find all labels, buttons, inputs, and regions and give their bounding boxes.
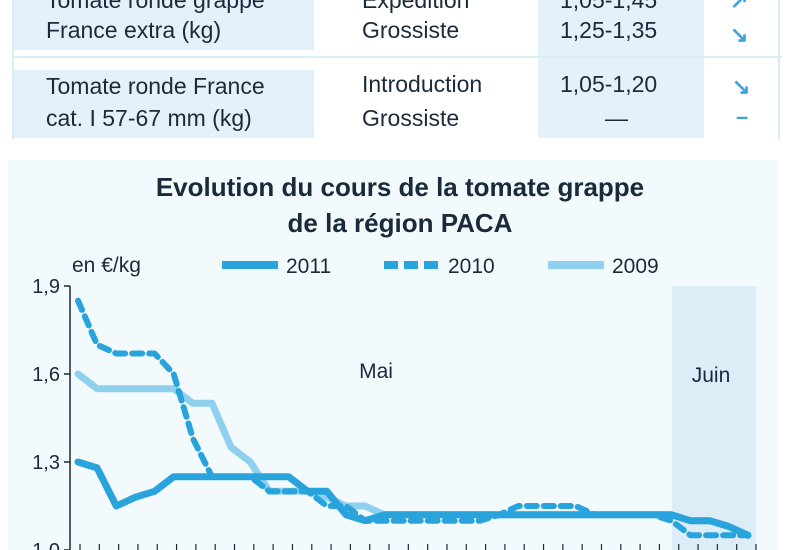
row-divider: [12, 56, 782, 58]
chart-title-line2: de la région PACA: [287, 208, 513, 238]
juin-region: [672, 286, 756, 550]
y-tick-label: 1,6: [32, 364, 60, 386]
row2-product-line1: Tomate ronde France: [46, 73, 265, 99]
y-tick-label: 1,9: [32, 276, 60, 298]
product-col-bg: [12, 70, 314, 138]
row1-product-line2: France extra (kg): [46, 17, 222, 43]
row1-price-line1: 1,05-1,45: [560, 0, 658, 13]
trend-flat-icon: –: [736, 104, 749, 129]
row1-stage-line1: Expédition: [362, 0, 470, 13]
row2-stage-line1: Introduction: [362, 71, 483, 97]
chart-title-line1: Evolution du cours de la tomate grappe: [155, 172, 645, 202]
price-col-bg: [538, 0, 704, 138]
ylabel: en €/kg: [72, 254, 141, 277]
row2-stage-line2: Grossiste: [362, 105, 460, 131]
row1-price-line2: 1,25-1,35: [560, 17, 658, 43]
legend-label-2009: 2009: [612, 255, 659, 278]
legend-label-2011: 2011: [286, 255, 331, 278]
row2-price-line2: —: [605, 105, 628, 131]
series-line-2011: [74, 458, 752, 539]
row2-price-line1: 1,05-1,20: [560, 71, 658, 97]
trend-up-icon: ↗: [730, 0, 749, 13]
month-label-juin: Juin: [692, 364, 731, 387]
month-label-mai: Mai: [359, 360, 393, 383]
price-table: Tomate ronde grappe France extra (kg) Ex…: [0, 0, 800, 145]
table-divider: [12, 0, 14, 140]
row2-product-line2: cat. I 57-67 mm (kg): [46, 105, 252, 131]
trend-down-icon: ↘: [730, 22, 749, 47]
legend-label-2010: 2010: [448, 255, 495, 278]
y-tick-label: 1,0: [32, 540, 60, 550]
table-divider: [778, 0, 780, 140]
trend-down-icon: ↘: [732, 74, 751, 99]
plot-area: [70, 286, 756, 550]
row1-product-line1: Tomate ronde grappe: [46, 0, 265, 13]
y-tick-label: 1,3: [32, 452, 60, 474]
series-line-2010: [75, 297, 751, 539]
product-col-bg: [12, 0, 314, 50]
row1-stage-line2: Grossiste: [362, 17, 460, 43]
